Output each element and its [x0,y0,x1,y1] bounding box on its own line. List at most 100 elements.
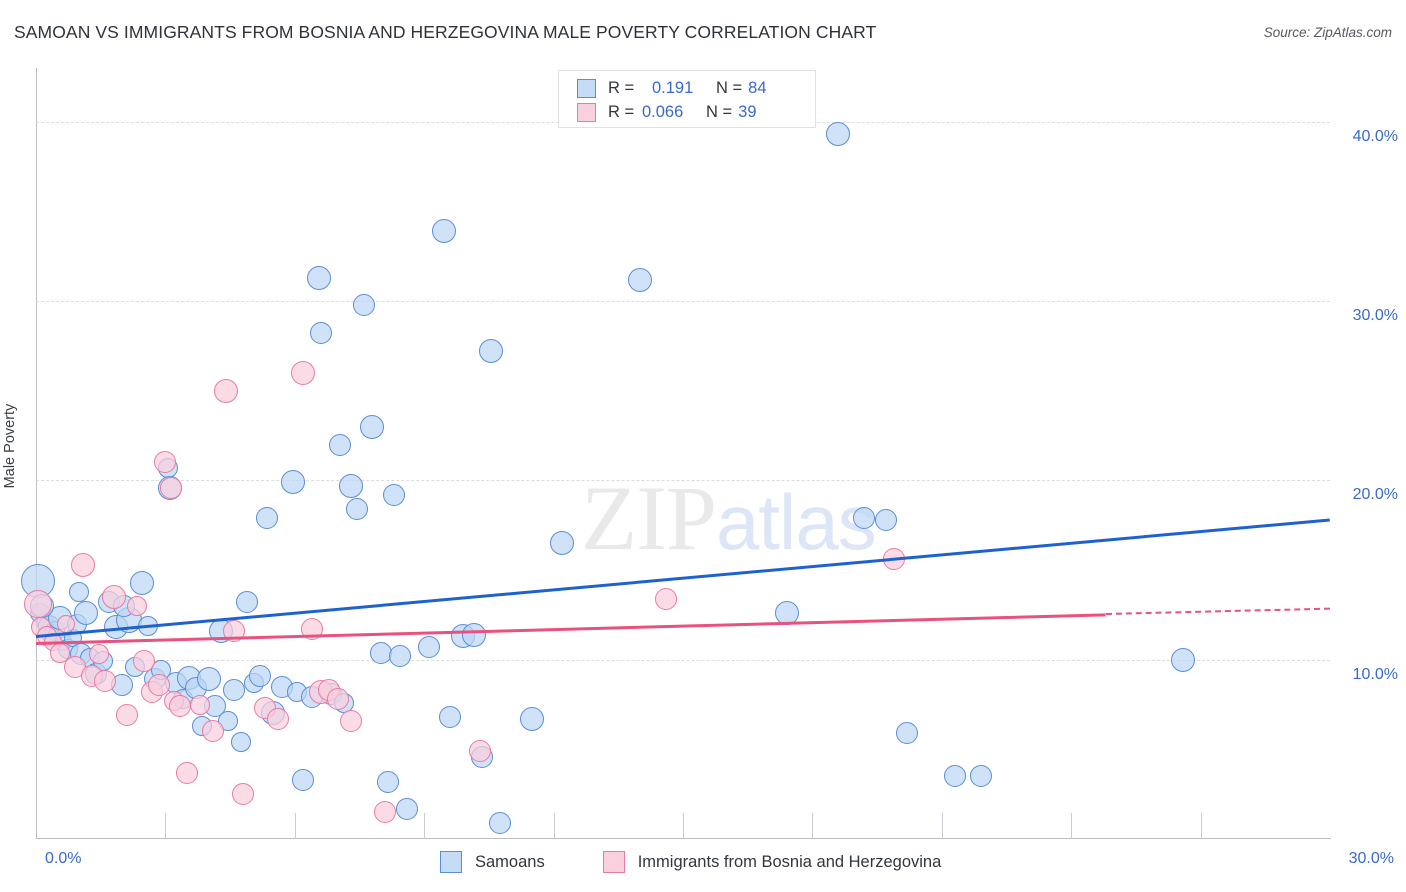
gridline-y-20 [36,480,1330,482]
watermark-zip: ZIP [581,467,717,569]
data-point[interactable] [352,293,375,316]
data-point[interactable] [213,378,238,403]
data-point[interactable] [853,507,876,530]
page-title: SAMOAN VS IMMIGRANTS FROM BOSNIA AND HER… [14,22,877,42]
samoans-r-value: 0.191 [652,78,694,97]
data-point[interactable] [57,614,76,633]
data-point[interactable] [232,783,255,806]
zipatlas-watermark: ZIPatlas [581,472,877,564]
data-point[interactable] [969,765,992,788]
y-tick-label-40: 40.0% [1352,127,1398,145]
data-point[interactable] [417,636,440,659]
samoans-stat-swatch [577,78,596,98]
data-point[interactable] [360,414,385,439]
samoans-n-value: 84 [748,78,767,97]
x-tick-6 [812,813,814,839]
x-axis-min-label: 0.0% [45,850,82,867]
data-point[interactable] [71,552,96,577]
data-point[interactable] [943,765,966,788]
y-tick-label-30: 30.0% [1352,307,1398,325]
data-point[interactable] [1171,647,1196,672]
data-point[interactable] [306,265,331,290]
stats-row-samoans: R = 0.191 N = 84 [577,76,767,100]
data-point[interactable] [115,704,138,727]
data-point[interactable] [469,740,492,763]
bosnia-legend-label: Immigrants from Bosnia and Herzegovina [637,852,942,871]
data-point[interactable] [654,587,677,610]
bosnia-stat-swatch [577,102,596,122]
y-axis-label: Male Poverty [2,403,18,489]
data-point[interactable] [874,508,897,531]
bosnia-r-value: 0.066 [642,102,684,121]
data-point[interactable] [346,498,369,521]
data-point[interactable] [101,584,126,609]
data-point[interactable] [255,507,278,530]
y-axis-line [36,68,37,839]
plot-area: ZIPatlas [21,68,1331,839]
data-point[interactable] [236,591,259,614]
x-tick-7 [941,813,943,839]
data-point[interactable] [389,645,412,668]
bosnia-legend-swatch [602,851,625,873]
data-point[interactable] [374,801,397,824]
data-point[interactable] [249,664,272,687]
data-point[interactable] [338,473,363,498]
data-point[interactable] [280,470,305,495]
data-point[interactable] [488,811,511,834]
data-point[interactable] [461,622,486,647]
data-point[interactable] [896,722,919,745]
samoans-r-label: R = [608,78,635,97]
gridline-y-10 [36,659,1330,661]
trendline-bosnia-extrapolated [1105,607,1331,616]
x-tick-1 [165,813,167,839]
data-point[interactable] [376,770,399,793]
data-point[interactable] [627,267,652,292]
data-point[interactable] [550,531,575,556]
legend-item-bosnia[interactable]: Immigrants from Bosnia and Herzegovina [602,851,942,873]
data-point[interactable] [383,483,405,506]
data-point[interactable] [189,694,210,715]
data-point[interactable] [326,688,349,711]
data-point[interactable] [292,768,315,791]
data-point[interactable] [291,360,316,385]
data-point[interactable] [223,679,246,702]
data-point[interactable] [309,322,332,345]
trendline-bosnia [35,613,1106,645]
data-point[interactable] [329,433,352,456]
samoans-n-label: N = [716,78,743,97]
data-point[interactable] [88,644,109,665]
data-point[interactable] [147,673,170,696]
data-point[interactable] [127,595,148,616]
data-point[interactable] [129,570,154,595]
data-point[interactable] [175,761,198,784]
data-point[interactable] [826,122,851,147]
x-tick-8 [1071,813,1073,839]
data-point[interactable] [196,667,221,692]
data-point[interactable] [201,720,224,743]
legend-item-samoans[interactable]: Samoans [440,851,545,873]
data-point[interactable] [230,732,251,753]
y-tick-label-20: 20.0% [1352,486,1398,504]
data-point[interactable] [132,650,155,673]
data-point[interactable] [431,219,456,244]
data-point[interactable] [395,797,418,820]
data-point[interactable] [69,581,90,602]
data-point[interactable] [266,707,289,730]
data-point[interactable] [339,709,362,732]
data-point[interactable] [73,601,98,626]
x-tick-9 [1200,813,1202,839]
data-point[interactable] [94,670,116,693]
bosnia-n-label: N = [706,102,733,121]
source-attribution: Source: ZipAtlas.com [1263,25,1392,40]
correlation-stats-legend: R = 0.191 N = 84 R = 0.066 N = 39 [558,70,816,128]
data-point[interactable] [154,451,177,474]
data-point[interactable] [169,695,192,718]
data-point[interactable] [520,706,545,731]
data-point[interactable] [159,476,182,499]
x-tick-4 [553,813,555,839]
data-point[interactable] [479,339,504,364]
stats-row-bosnia: R = 0.066 N = 39 [577,100,757,124]
data-point[interactable] [439,706,462,729]
x-tick-2 [294,813,296,839]
series-legend: Samoans Immigrants from Bosnia and Herze… [440,848,999,876]
